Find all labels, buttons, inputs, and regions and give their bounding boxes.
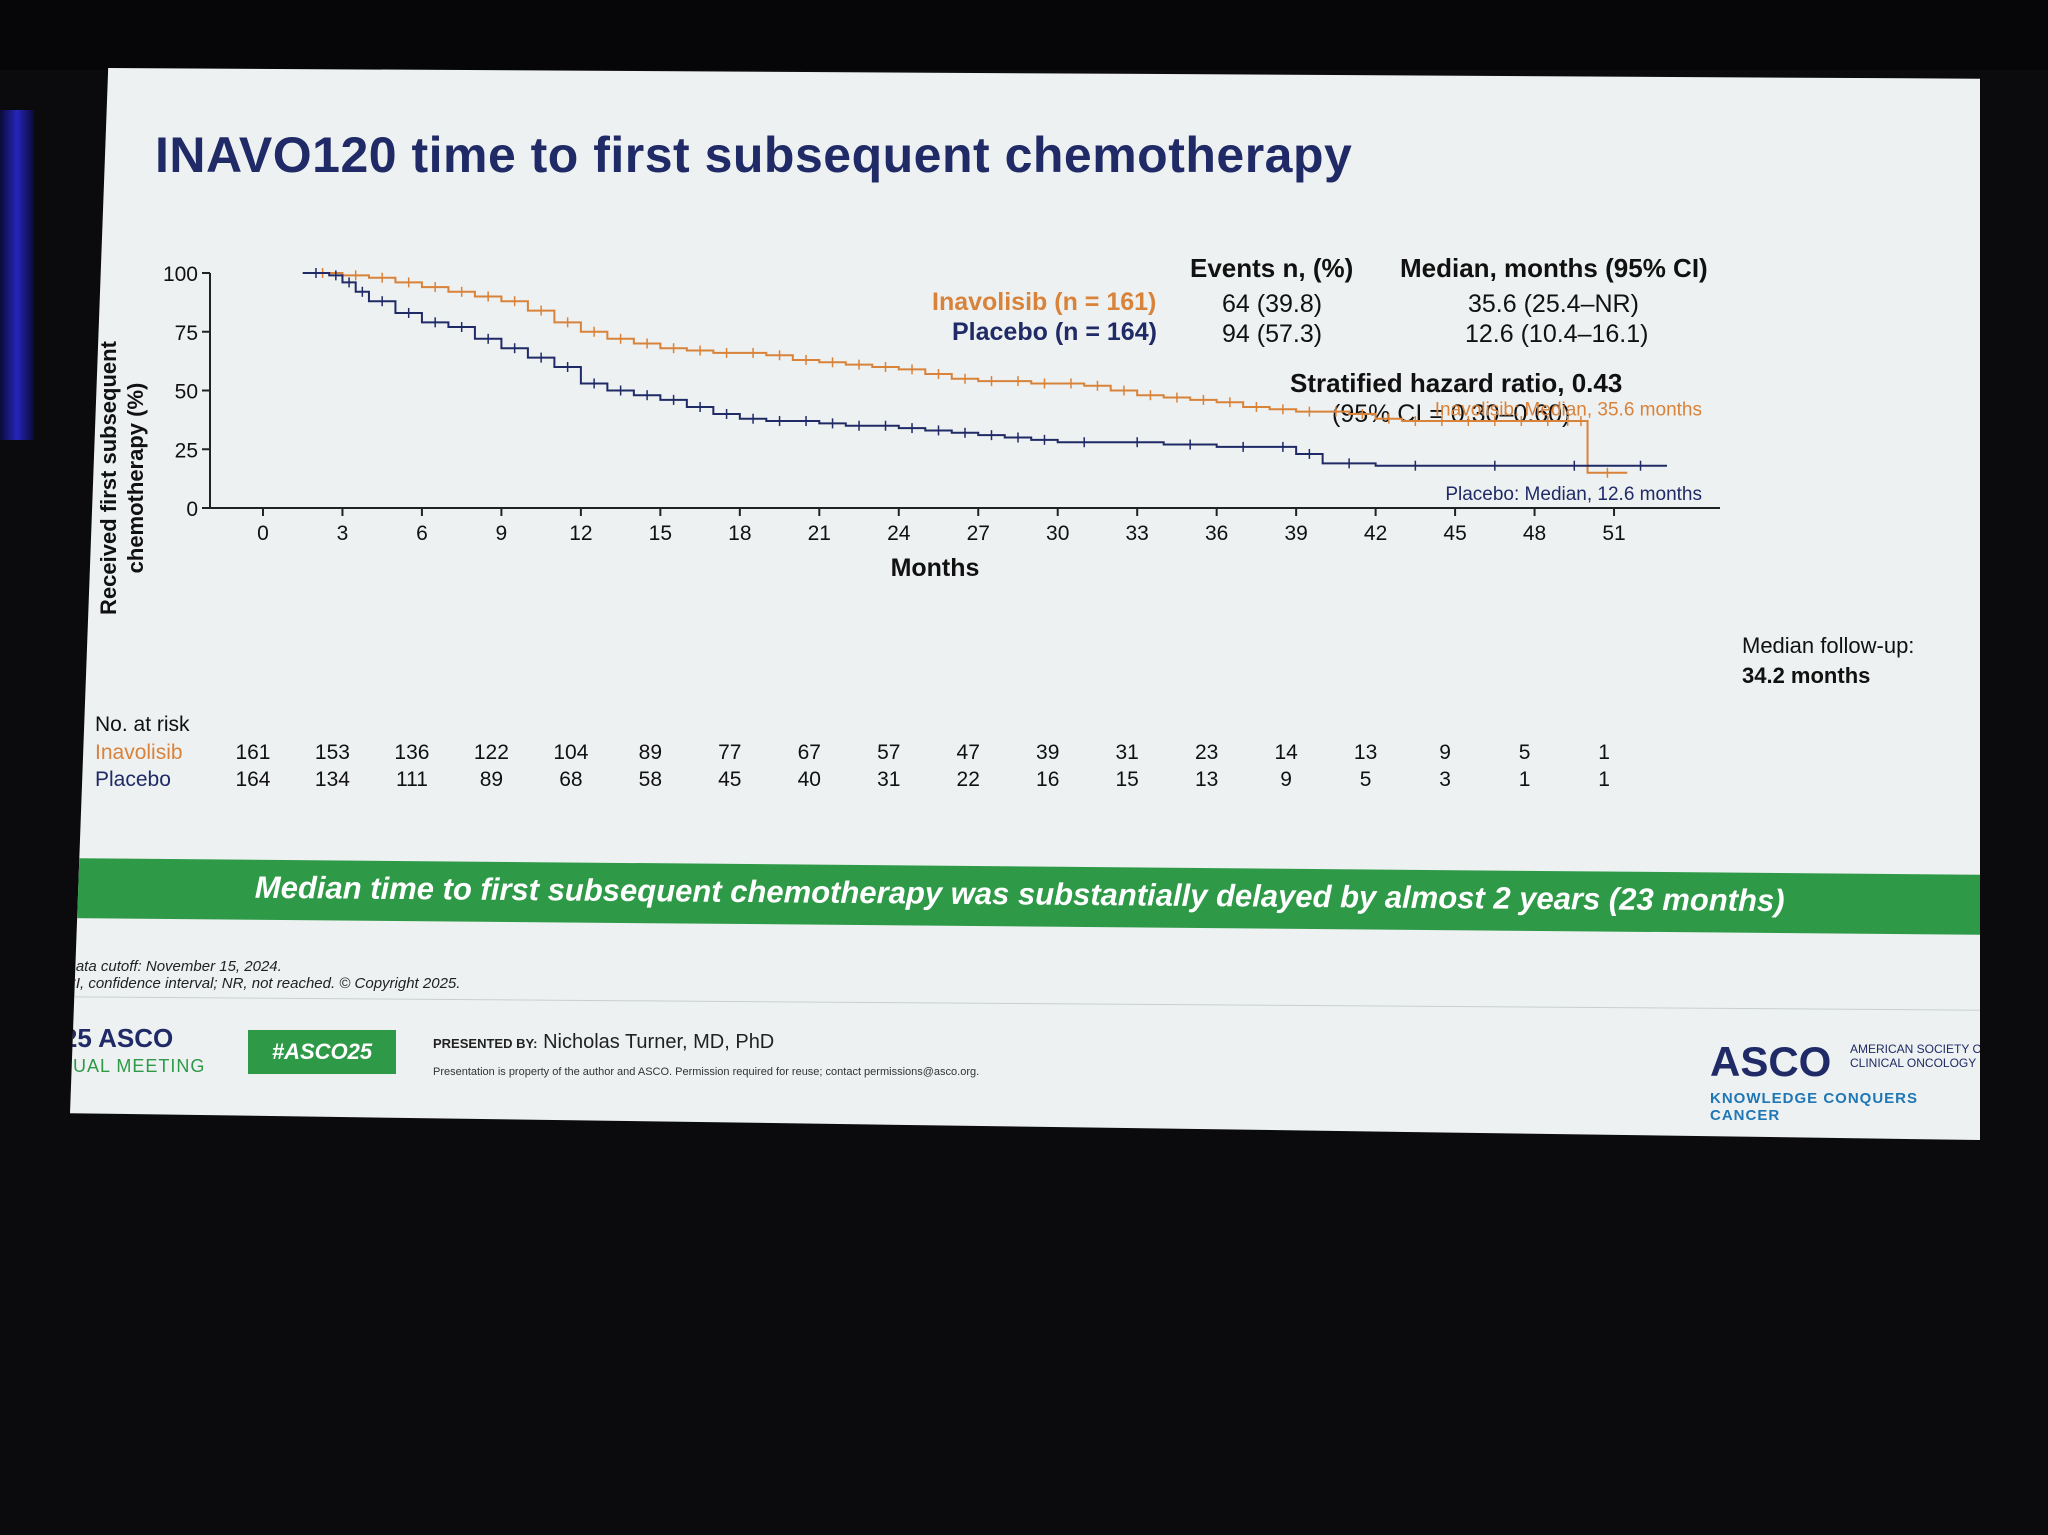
- risk-cell-inavolisib: 122: [473, 741, 509, 764]
- x-tick-label: 9: [496, 522, 508, 545]
- x-tick-label: 21: [808, 522, 831, 545]
- x-tick-label: 3: [337, 522, 349, 545]
- median-column-header: Median, months (95% CI): [1400, 253, 1708, 283]
- presenter-name: Nicholas Turner, MD, PhD: [543, 1031, 775, 1053]
- risk-cell-placebo: 3: [1439, 768, 1451, 791]
- risk-cell-placebo: 89: [479, 768, 504, 791]
- risk-cell-inavolisib: 1: [1598, 741, 1610, 764]
- risk-cell-inavolisib: 31: [1115, 741, 1139, 764]
- footer-divider: [70, 996, 1980, 1011]
- y-tick-label: 25: [175, 439, 198, 462]
- x-tick-label: 39: [1284, 522, 1307, 545]
- risk-cell-placebo: 40: [797, 768, 821, 791]
- room-background: [0, 0, 2048, 70]
- risk-cell-inavolisib: 9: [1439, 741, 1451, 764]
- risk-cell-inavolisib: 89: [638, 741, 663, 764]
- risk-cell-placebo: 15: [1115, 768, 1139, 791]
- inavolisib-events: 64 (39.8): [1222, 290, 1323, 318]
- inavolisib-row-label: Inavolisib (n = 161): [932, 288, 1157, 316]
- asco-meeting-subtitle: ANNUAL MEETING: [32, 1056, 206, 1076]
- risk-cell-inavolisib: 77: [718, 741, 742, 764]
- y-tick-label: 50: [175, 381, 198, 404]
- median-followup-label: Median follow-up:: [1742, 633, 1915, 658]
- events-column-header: Events n, (%): [1190, 253, 1354, 283]
- y-tick-label: 75: [175, 322, 198, 345]
- asco-tagline: KNOWLEDGE CONQUERS CANCER: [1710, 1090, 1919, 1124]
- y-tick-label: 0: [186, 498, 198, 521]
- risk-cell-inavolisib: 23: [1194, 741, 1219, 764]
- placebo-row-label: Placebo (n = 164): [952, 318, 1157, 346]
- risk-cell-inavolisib: 39: [1036, 741, 1060, 764]
- risk-cell-inavolisib: 13: [1353, 741, 1378, 764]
- risk-cell-inavolisib: 136: [394, 741, 430, 764]
- risk-cell-placebo: 5: [1359, 768, 1372, 791]
- risk-cell-inavolisib: 161: [235, 741, 271, 764]
- risk-row-label-placebo: Placebo: [95, 768, 171, 791]
- risk-cell-inavolisib: 47: [956, 741, 980, 764]
- slide-title: INAVO120 time to first subsequent chemot…: [155, 127, 1353, 183]
- asco-logo: ASCO: [1710, 1038, 1832, 1085]
- hazard-ratio: Stratified hazard ratio, 0.43: [1290, 368, 1623, 398]
- risk-cell-placebo: 1: [1598, 768, 1610, 791]
- risk-cell-placebo: 13: [1194, 768, 1219, 791]
- risk-table-heading: No. at risk: [95, 713, 190, 736]
- risk-cell-placebo: 31: [877, 768, 901, 791]
- risk-row-label-inavolisib: Inavolisib: [95, 741, 183, 764]
- x-tick-label: 24: [887, 522, 911, 545]
- hashtag-badge: #ASCO25: [248, 1030, 396, 1074]
- risk-cell-placebo: 134: [314, 768, 350, 791]
- asco-society-name: AMERICAN SOCIETY OF CLINICAL ONCOLOGY: [1850, 1042, 1990, 1070]
- risk-cell-inavolisib: 14: [1274, 741, 1298, 764]
- conclusion-text: Median time to first subsequent chemothe…: [254, 869, 1785, 919]
- y-tick-label: 100: [163, 263, 198, 286]
- footnote-abbrev: CI, confidence interval; NR, not reached…: [65, 975, 461, 992]
- placebo-events: 94 (57.3): [1222, 320, 1323, 348]
- median-followup-value: 34.2 months: [1742, 663, 1871, 688]
- risk-cell-placebo: 164: [235, 768, 271, 791]
- inavolisib-median: 35.6 (25.4–NR): [1468, 290, 1639, 318]
- x-tick-label: 36: [1205, 522, 1228, 545]
- risk-cell-placebo: 16: [1036, 768, 1060, 791]
- property-note: Presentation is property of the author a…: [433, 1066, 980, 1078]
- conclusion-banner: Median time to first subsequent chemothe…: [70, 858, 1980, 935]
- x-tick-label: 42: [1364, 522, 1387, 545]
- x-tick-label: 0: [257, 522, 269, 545]
- presented-by-label: PRESENTED BY:: [433, 1036, 538, 1051]
- footnote-cutoff: Data cutoff: November 15, 2024.: [65, 958, 282, 975]
- risk-cell-placebo: 45: [718, 768, 742, 791]
- risk-cell-inavolisib: 57: [877, 741, 901, 764]
- risk-cell-placebo: 1: [1518, 768, 1531, 791]
- x-axis-label: Months: [891, 554, 980, 582]
- risk-cell-placebo: 9: [1280, 768, 1292, 791]
- x-tick-label: 33: [1126, 522, 1149, 545]
- presenter-line: PRESENTED BY: Nicholas Turner, MD, PhD: [433, 1031, 774, 1054]
- km-curve-inavolisib: [302, 272, 1628, 474]
- risk-cell-inavolisib: 5: [1518, 741, 1531, 764]
- stage-light: [0, 110, 34, 440]
- x-tick-label: 12: [569, 522, 592, 545]
- x-tick-label: 30: [1046, 522, 1069, 545]
- inavolisib-median-annotation: Inavolisib: Median, 35.6 months: [1435, 399, 1702, 420]
- risk-cell-inavolisib: 153: [314, 741, 350, 764]
- x-tick-label: 18: [728, 522, 751, 545]
- x-tick-label: 6: [416, 522, 428, 545]
- x-tick-label: 15: [649, 522, 672, 545]
- x-tick-label: 27: [967, 522, 990, 545]
- risk-cell-inavolisib: 67: [797, 741, 821, 764]
- x-tick-label: 51: [1602, 522, 1625, 545]
- placebo-median-annotation: Placebo: Median, 12.6 months: [1445, 484, 1702, 505]
- x-tick-label: 45: [1443, 522, 1466, 545]
- asco-meeting-logo: 2025 ASCO: [34, 1023, 174, 1053]
- risk-cell-placebo: 22: [956, 768, 980, 791]
- presentation-slide: INAVO120 time to first subsequent chemot…: [70, 68, 1980, 1140]
- risk-cell-inavolisib: 104: [553, 741, 589, 764]
- risk-cell-placebo: 68: [559, 768, 583, 791]
- km-curve-placebo: [302, 272, 1668, 467]
- risk-cell-placebo: 58: [638, 768, 663, 791]
- placebo-median: 12.6 (10.4–16.1): [1465, 320, 1649, 348]
- risk-cell-placebo: 111: [395, 768, 428, 791]
- x-tick-label: 48: [1523, 522, 1546, 545]
